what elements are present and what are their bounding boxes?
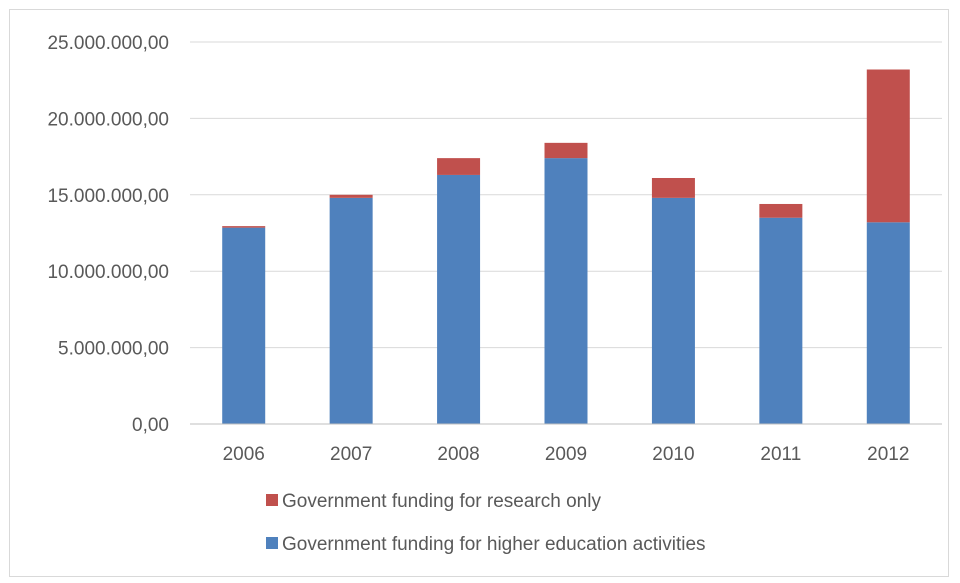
bar-higher-education-2007 — [329, 197, 373, 424]
bar-higher-education-2006 — [222, 227, 266, 424]
y-tick-label: 20.000.000,00 — [47, 109, 169, 130]
bar-higher-education-2010 — [651, 197, 695, 424]
legend-swatch — [266, 494, 278, 506]
x-tick-label: 2008 — [437, 444, 479, 465]
bar-research-only-2011 — [759, 203, 803, 218]
bar-research-only-2006 — [222, 226, 266, 228]
y-axis-tick-labels: 0,00 5.000.000,00 10.000.000,00 15.000.000,… — [47, 33, 169, 436]
x-tick-label: 2007 — [330, 444, 372, 465]
y-tick-label: 10.000.000,00 — [47, 262, 169, 283]
x-tick-label: 2006 — [223, 444, 265, 465]
stacked-bar-chart: 0,00 5.000.000,00 10.000.000,00 15.000.000,… — [47, 33, 942, 555]
x-axis-tick-labels: 2006 2007 2008 2009 2010 2011 2012 — [223, 444, 910, 465]
bar-research-only-2007 — [329, 194, 373, 198]
x-tick-label: 2011 — [760, 444, 801, 465]
x-tick-label: 2009 — [545, 444, 587, 465]
bar-higher-education-2009 — [544, 158, 588, 425]
bar-research-only-2012 — [866, 69, 910, 223]
bar-research-only-2009 — [544, 142, 588, 159]
bar-higher-education-2011 — [759, 217, 803, 424]
legend-label: Government funding for research only — [282, 491, 601, 512]
legend-label: Government funding for higher education … — [282, 534, 706, 555]
y-tick-label: 25.000.000,00 — [47, 33, 169, 54]
y-tick-label: 15.000.000,00 — [47, 186, 169, 207]
x-tick-label: 2012 — [867, 444, 909, 465]
bar-higher-education-2012 — [866, 222, 910, 424]
legend: Government funding for research only Gove… — [266, 491, 706, 555]
legend-swatch — [266, 537, 278, 549]
bar-research-only-2010 — [651, 177, 695, 198]
bars — [222, 69, 910, 425]
bar-research-only-2008 — [437, 158, 481, 175]
legend-item: Government funding for higher education … — [266, 534, 706, 555]
bar-higher-education-2008 — [437, 174, 481, 424]
y-tick-label: 0,00 — [132, 415, 169, 436]
chart-container: 0,00 5.000.000,00 10.000.000,00 15.000.000,… — [9, 9, 949, 577]
legend-item: Government funding for research only — [266, 491, 601, 512]
y-tick-label: 5.000.000,00 — [58, 339, 169, 360]
x-tick-label: 2010 — [652, 444, 694, 465]
